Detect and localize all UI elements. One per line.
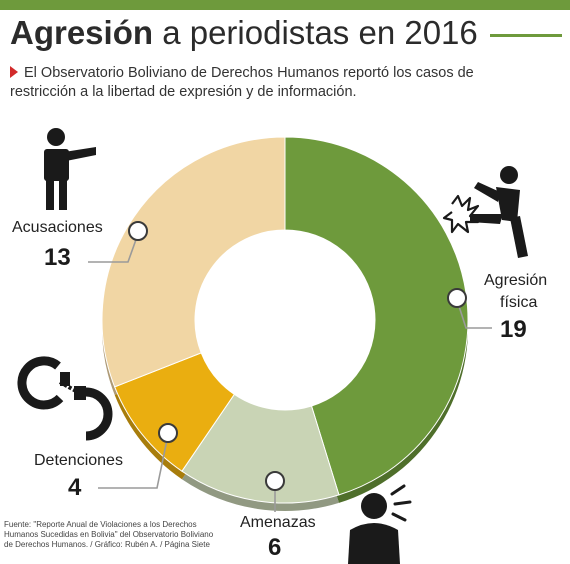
marker-dot-detenciones (158, 423, 178, 443)
chart-subtitle: El Observatorio Boliviano de Derechos Hu… (10, 65, 474, 100)
bullet-marker (10, 66, 18, 78)
value-detenciones: 4 (68, 474, 82, 501)
label-amenazas: Amenazas (240, 514, 316, 531)
donut-hole (195, 230, 375, 410)
value-acusaciones: 13 (44, 244, 71, 271)
title-row: Agresión a periodistas en 2016 (10, 16, 562, 49)
marker-dot-acusaciones (128, 221, 148, 241)
value-amenazas: 6 (268, 534, 282, 561)
marker-dots (128, 221, 467, 491)
marker-dot-agresion (447, 288, 467, 308)
label-acusaciones: Acusaciones (12, 219, 103, 236)
marker-dot-amenazas (265, 471, 285, 491)
handcuffs-icon (17, 356, 113, 441)
title-rule (489, 34, 562, 37)
chart-title: Agresión a periodistas en 2016 (10, 14, 478, 51)
kick-icon (442, 166, 528, 258)
leader-line-acusaciones (88, 233, 139, 263)
label-agresion-line1: Agresión (484, 272, 548, 289)
donut-rings (101, 136, 469, 511)
accusation-icon (44, 128, 96, 210)
source-note: Fuente: "Reporte Anual de Violaciones a … (4, 520, 214, 549)
leader-line-agresion (456, 299, 492, 329)
value-agresion: 19 (500, 316, 527, 343)
leader-line-detenciones (98, 434, 169, 489)
label-detenciones: Detenciones (34, 452, 123, 469)
shouting-icon (348, 484, 412, 564)
label-agresion-line2: física (500, 294, 538, 311)
top-accent-bar (0, 0, 570, 10)
